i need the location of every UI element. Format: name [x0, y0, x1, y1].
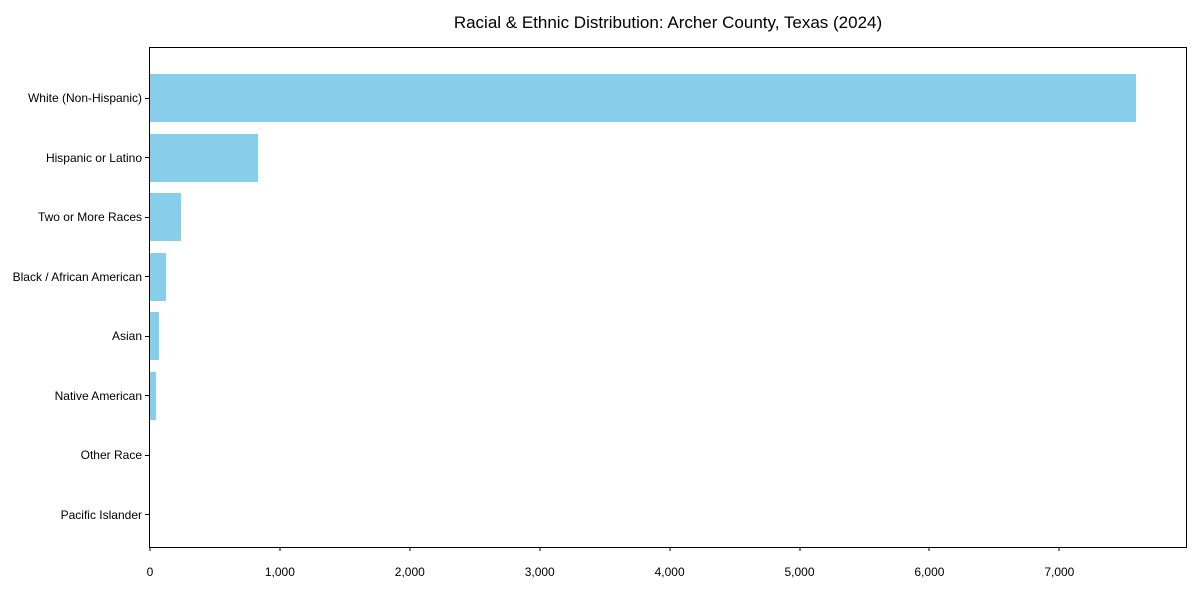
chart-bar	[150, 133, 259, 182]
y-axis-tick	[145, 454, 149, 456]
x-axis-tick	[669, 547, 671, 551]
y-axis-tick	[145, 514, 149, 516]
y-tick-label: Hispanic or Latino	[45, 150, 142, 165]
x-axis-tick	[539, 547, 541, 551]
y-tick-label: Other Race	[80, 448, 142, 463]
x-tick-label: 2,000	[394, 565, 425, 579]
y-tick-label: Two or More Races	[37, 210, 142, 225]
y-tick-label: Black / African American	[12, 269, 142, 284]
x-axis-tick	[409, 547, 411, 551]
y-tick-label: Pacific Islander	[60, 507, 142, 522]
chart-bar	[150, 312, 160, 361]
x-tick-label: 7,000	[1044, 565, 1075, 579]
x-axis-tick	[799, 547, 801, 551]
x-axis-tick	[149, 547, 151, 551]
x-tick-label: 3,000	[524, 565, 555, 579]
y-axis-tick	[145, 97, 149, 99]
chart-bar	[150, 371, 156, 420]
x-axis-tick	[279, 547, 281, 551]
chart-title: Racial & Ethnic Distribution: Archer Cou…	[453, 13, 883, 32]
y-tick-label: White (Non-Hispanic)	[27, 91, 142, 105]
y-axis-tick	[145, 276, 149, 278]
x-axis-tick	[928, 547, 930, 551]
x-tick-label: 0	[146, 565, 154, 579]
y-axis-tick	[145, 157, 149, 159]
x-tick-label: 6,000	[914, 565, 945, 579]
x-tick-label: 5,000	[784, 565, 815, 579]
chart-bar	[150, 252, 167, 301]
y-axis-tick	[145, 395, 149, 397]
x-tick-label: 4,000	[654, 565, 685, 579]
y-tick-label: Asian	[111, 329, 142, 344]
y-axis-tick	[145, 335, 149, 337]
y-tick-label: Native American	[54, 388, 142, 403]
y-axis-tick	[145, 216, 149, 218]
x-axis-tick	[1058, 547, 1060, 551]
plot-area: White (Non-Hispanic) Hispanic or Latino Tw…	[13, 47, 1187, 579]
chart-bar	[150, 193, 181, 242]
x-tick-label: 1,000	[264, 565, 295, 579]
chart-bar	[150, 74, 1136, 122]
